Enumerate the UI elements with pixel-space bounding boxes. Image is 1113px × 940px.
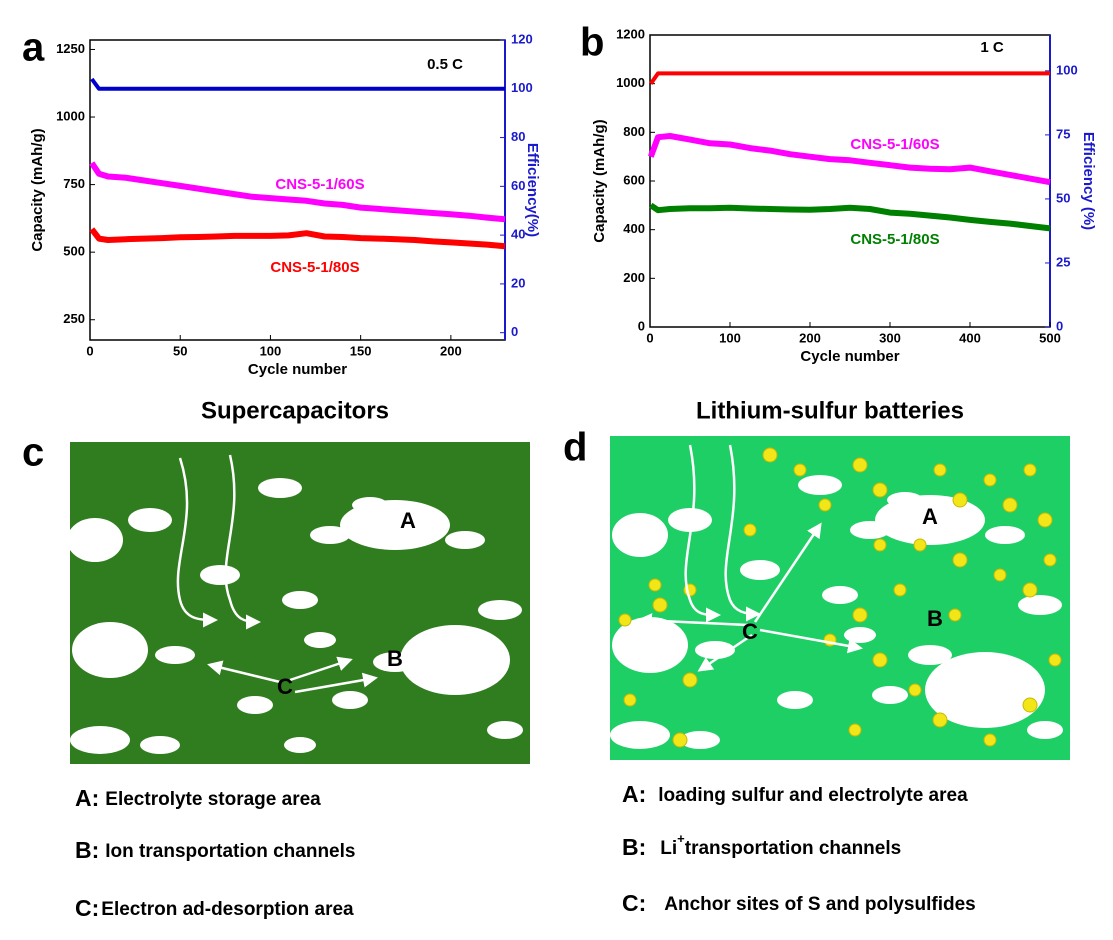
series-line	[90, 77, 505, 91]
y2-axis-label: Efficiency(%)	[524, 143, 541, 237]
panel-title: Lithium-sulfur batteries	[696, 397, 964, 424]
legend-key: B:	[622, 834, 646, 860]
legend-entry: B: Ion transportation channels	[75, 837, 355, 863]
legend-text: loading sulfur and electrolyte area	[658, 785, 968, 806]
arrows	[176, 454, 378, 694]
legend-entry: A: loading sulfur and electrolyte area	[622, 781, 968, 807]
y-tick-label: 600	[623, 172, 645, 187]
legend-key: B:	[75, 837, 99, 863]
y2-tick-label: 60	[511, 178, 525, 193]
series-line	[647, 133, 1051, 186]
region-label: C	[277, 674, 293, 699]
x-tick-label: 400	[959, 330, 981, 345]
y-tick-label: 200	[623, 270, 645, 285]
legend-key: C:	[75, 895, 99, 921]
y-tick-label: 250	[63, 311, 85, 326]
legend-key: A:	[75, 785, 99, 811]
y2-axis-label: Efficiency (%)	[1080, 132, 1097, 230]
y-tick-label: 500	[63, 244, 85, 259]
x-tick-label: 0	[86, 343, 93, 358]
y2-tick-label: 100	[511, 80, 533, 95]
x-axis-label: Cycle number	[800, 348, 899, 365]
series-line	[649, 71, 1050, 85]
y-tick-label: 800	[623, 124, 645, 139]
x-tick-label: 100	[260, 343, 282, 358]
panel-letter: b	[580, 21, 604, 65]
y-tick-label: 1000	[616, 75, 645, 90]
legend-entry: B: Li+transportation channels	[622, 831, 901, 860]
x-axis-label: Cycle number	[248, 361, 347, 378]
legend-entry: C: Electron ad-desorption area	[75, 895, 354, 921]
legend-text: Electrolyte storage area	[105, 789, 321, 810]
x-tick-label: 200	[799, 330, 821, 345]
region-label: C	[742, 619, 758, 644]
legend-key: A:	[622, 781, 646, 807]
x-tick-label: 300	[879, 330, 901, 345]
region-label: A	[922, 504, 938, 529]
panel-d: d Lithium-sulfur batteries	[563, 397, 1070, 916]
plot-frame	[649, 34, 1051, 328]
x-tick-label: 150	[350, 343, 372, 358]
legend-text: Ion transportation channels	[105, 841, 355, 862]
arrows	[637, 444, 863, 672]
legend-key: C:	[622, 890, 646, 916]
series-line	[649, 202, 1051, 232]
y-axis-label: Capacity (mAh/g)	[29, 128, 46, 251]
legend-text: Anchor sites of S and polysulfides	[664, 894, 975, 915]
panel-c: c Supercapacitors A B C A: Electrolyte st…	[22, 397, 530, 921]
y-tick-label: 1000	[56, 108, 85, 123]
series-label: CNS-5-1/60S	[850, 136, 939, 153]
y-axis-label: Capacity (mAh/g)	[591, 119, 608, 242]
y-tick-label: 1200	[616, 26, 645, 41]
y2-tick-label: 50	[1056, 190, 1070, 205]
x-tick-label: 50	[173, 343, 187, 358]
y2-tick-label: 20	[511, 275, 525, 290]
panel-title: Supercapacitors	[201, 397, 389, 424]
y-tick-label: 0	[638, 318, 645, 333]
y2-tick-label: 100	[1056, 62, 1078, 77]
region-label: A	[400, 508, 416, 533]
y2-tick-label: 80	[511, 129, 525, 144]
series-line	[89, 161, 506, 223]
series-line	[89, 227, 506, 250]
panel-letter: c	[22, 431, 44, 475]
panel-letter: d	[563, 426, 587, 470]
y-tick-label: 400	[623, 221, 645, 236]
legend-entry: A: Electrolyte storage area	[75, 785, 321, 811]
y2-tick-label: 25	[1056, 254, 1070, 269]
panel-letter: a	[22, 26, 45, 70]
holes	[610, 475, 1063, 749]
x-tick-label: 100	[719, 330, 741, 345]
region-label: B	[927, 606, 943, 631]
legend-text: transportation channels	[685, 838, 901, 859]
y-tick-label: 1250	[56, 41, 85, 56]
y2-tick-label: 120	[511, 31, 533, 46]
legend-sup: +	[677, 831, 685, 846]
y2-tick-label: 75	[1056, 126, 1070, 141]
series-label: CNS-5-1/80S	[850, 231, 939, 248]
series-label: CNS-5-1/80S	[270, 259, 359, 276]
annotation: 1 C	[980, 39, 1004, 56]
series-label: CNS-5-1/60S	[275, 176, 364, 193]
holes	[67, 478, 523, 754]
annotation: 0.5 C	[427, 56, 463, 73]
legend-text: Li	[660, 838, 677, 859]
y-tick-label: 750	[63, 176, 85, 191]
y2-tick-label: 0	[1056, 318, 1063, 333]
x-tick-label: 200	[440, 343, 462, 358]
legend-entry: C: Anchor sites of S and polysulfides	[622, 890, 976, 916]
charts: 0 50 100 150 2002505007501000125002040608010…	[22, 21, 1097, 378]
x-tick-label: 500	[1039, 330, 1061, 345]
legend-text: Electron ad-desorption area	[101, 899, 354, 920]
y2-tick-label: 40	[511, 227, 525, 242]
y2-tick-label: 0	[511, 324, 518, 339]
x-tick-label: 0	[646, 330, 653, 345]
region-label: B	[387, 646, 403, 671]
